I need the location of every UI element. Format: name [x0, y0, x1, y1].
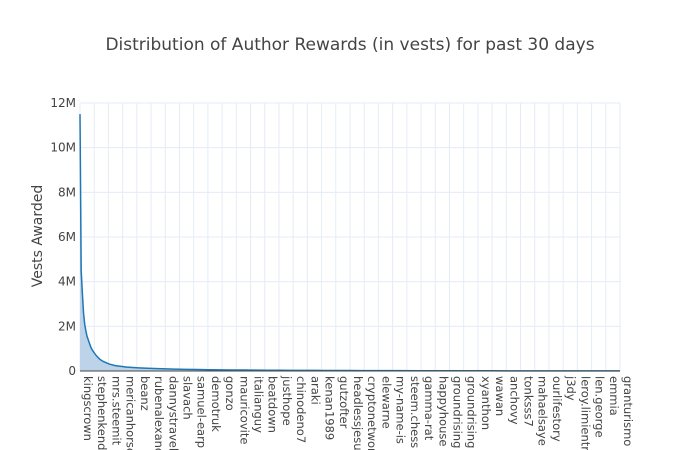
x-tick-label: italianguy [252, 376, 266, 433]
x-tick-label: tonksss7 [522, 376, 536, 427]
x-tick-label: stephenkendal [95, 376, 109, 450]
x-tick-label: kenan1989 [323, 376, 337, 440]
x-tick-label: dannystravels [166, 376, 180, 450]
x-tick-label: elewarne [379, 376, 393, 429]
x-tick-label: j3dy [564, 375, 578, 401]
x-tick-label: araki [308, 376, 322, 405]
x-tick-label: mrs.steemit [109, 376, 123, 446]
x-tick-label: steem.chess [408, 376, 422, 448]
x-tick-label: leroy.limientras [578, 376, 592, 450]
x-tick-label: beanz [138, 376, 152, 411]
grid-layer [79, 102, 621, 371]
x-tick-label: granturismo [621, 376, 635, 446]
y-tick-label: 8M [58, 185, 76, 199]
x-tick-label: mahaelsaye [536, 376, 550, 446]
x-tick-label: xyanthon [479, 376, 493, 430]
y-tick-label: 0 [68, 364, 76, 378]
x-tick-label: headlessjesus [351, 376, 365, 450]
x-tick-label: cryptonetworks [365, 376, 379, 450]
chart-title: Distribution of Author Rewards (in vests… [105, 35, 594, 55]
x-tick-label: gamma-rat [422, 376, 436, 441]
x-tick-label: groundrising [450, 376, 464, 448]
x-tick-label: groundrising [465, 376, 479, 448]
x-tick-label: my-name-is [394, 376, 408, 444]
x-tick-label: justhope [280, 375, 294, 426]
x-tick-label: gutzofter [337, 376, 351, 429]
y-tick-label: 12M [50, 96, 76, 110]
x-tick-label: rubenalexander [152, 376, 166, 450]
x-tick-label: happyhouse [436, 376, 450, 446]
y-tick-label: 4M [58, 275, 76, 289]
x-tick-label: mauricovite [237, 376, 251, 444]
x-tick-label: chinodeno7 [294, 376, 308, 443]
x-tick-label: samuel-earp [195, 376, 209, 448]
area-layer [79, 114, 621, 372]
x-tick-label: ourlifestory [550, 376, 564, 442]
y-tick-layer: 0 2M 4M 6M 8M 10M 12M [50, 96, 76, 378]
x-tick-label: slavach [180, 376, 194, 420]
y-tick-label: 6M [58, 230, 76, 244]
x-tick-label: anchovy [507, 376, 521, 425]
x-tick-label: kingscrown [81, 376, 95, 441]
x-tick-label: wawan [493, 376, 507, 416]
x-tick-label: emmia [607, 376, 621, 416]
y-tick-label: 2M [58, 319, 76, 333]
x-tick-label: gonzo [223, 376, 237, 411]
y-tick-label: 10M [50, 141, 76, 155]
y-axis-title: Vests Awarded [30, 185, 46, 288]
x-tick-label: len.george [593, 376, 607, 438]
x-tick-label: demotruk [209, 376, 223, 432]
x-tick-label: mericanhorse [124, 376, 138, 450]
x-tick-label: beatdown [266, 376, 280, 433]
x-tick-layer: kingscrown stephenkendal mrs.steemit merica… [81, 375, 635, 450]
